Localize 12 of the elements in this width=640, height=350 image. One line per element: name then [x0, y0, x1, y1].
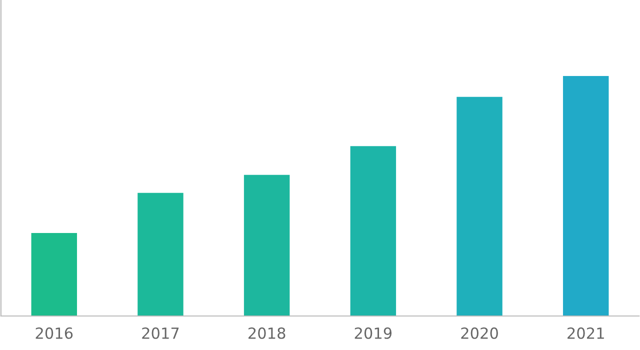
bar: [244, 174, 290, 316]
x-tick-label: 2020: [461, 327, 498, 339]
x-tick-label: 2016: [36, 327, 73, 339]
x-tick-label: 2018: [248, 327, 286, 339]
bar: [563, 76, 609, 316]
bar: [138, 192, 184, 316]
bar: [456, 96, 502, 316]
x-tick-label: 2017: [142, 327, 179, 339]
x-tick-label: 2019: [354, 327, 392, 339]
bar: [31, 232, 77, 316]
bar: [350, 146, 396, 316]
x-tick-label: 2021: [568, 327, 604, 339]
